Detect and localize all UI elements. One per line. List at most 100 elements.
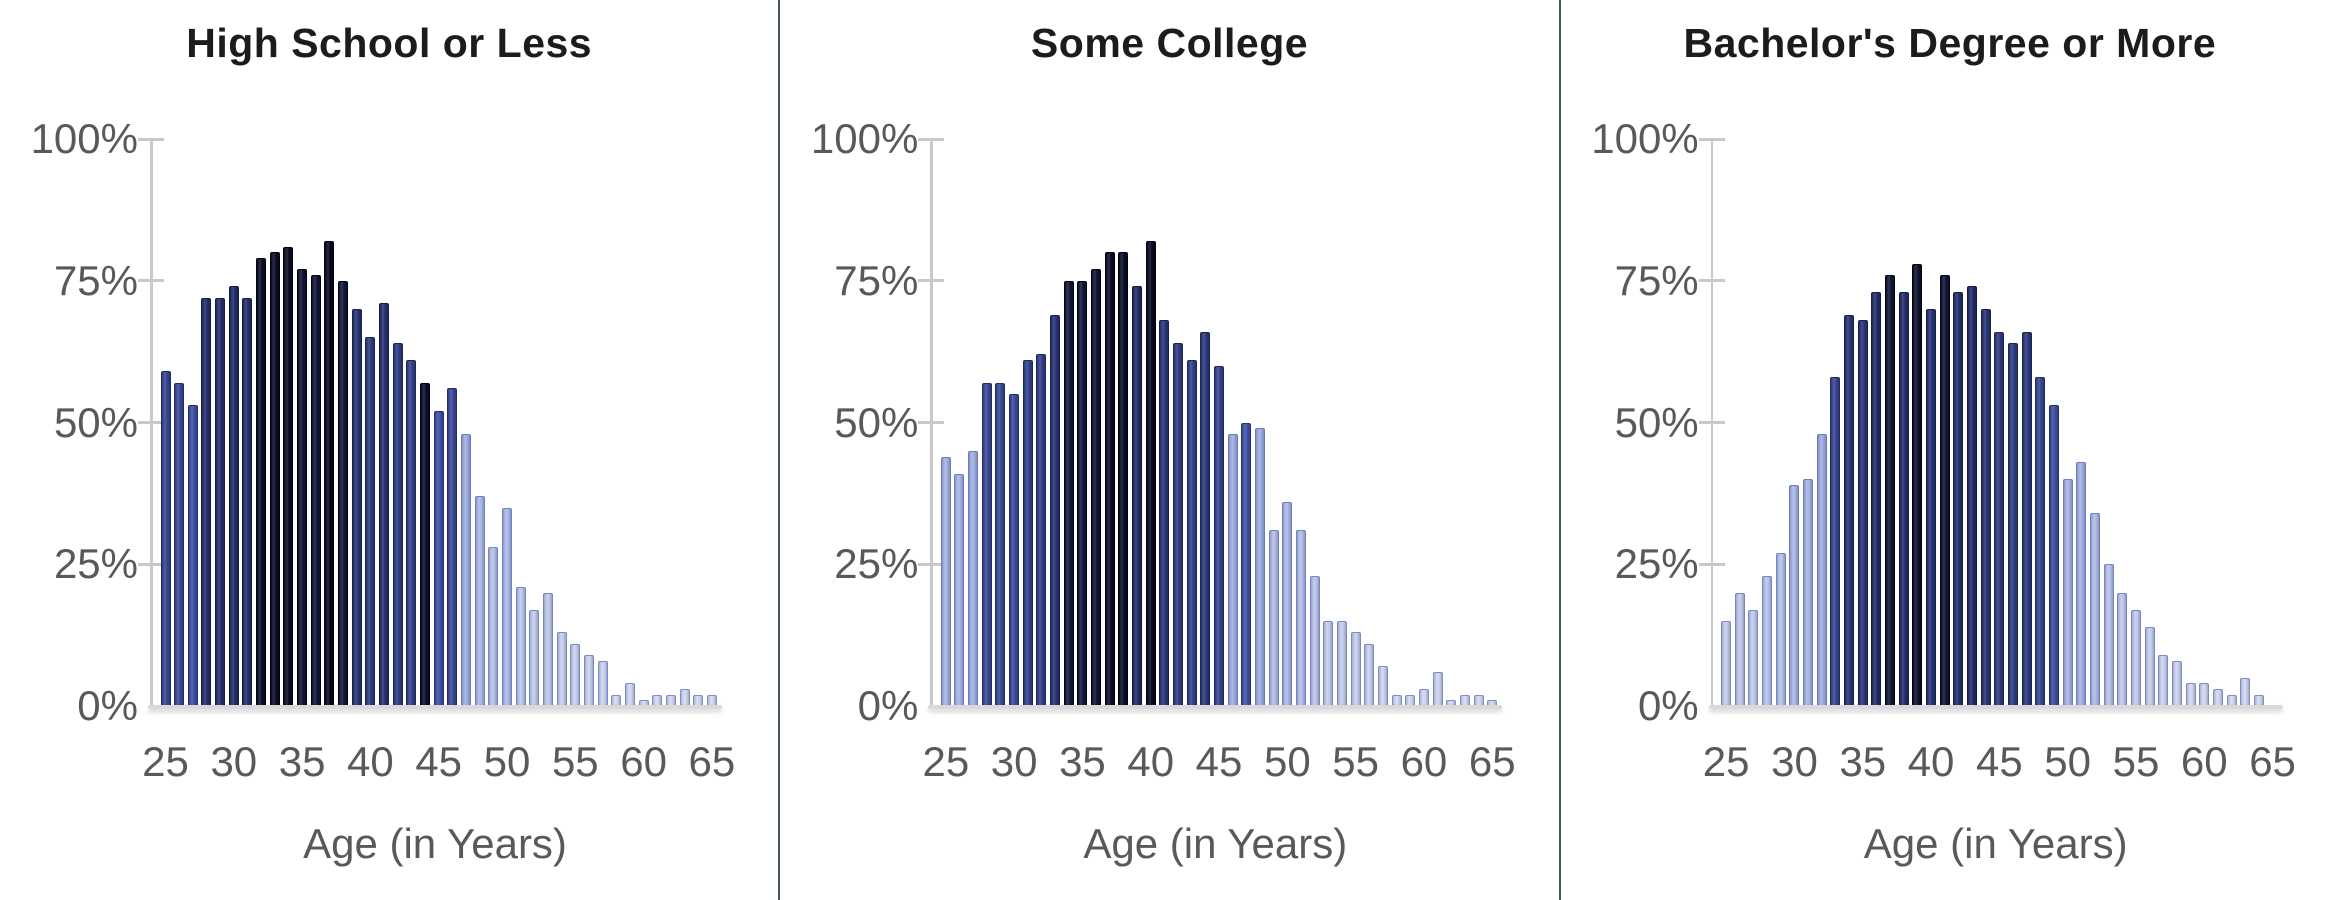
bar-age-34	[283, 246, 294, 706]
bar-age-35	[1077, 280, 1088, 706]
bar-age-26	[174, 382, 185, 706]
bar-age-27	[968, 450, 979, 706]
bar-age-27	[187, 405, 198, 706]
bar-age-54	[556, 632, 567, 706]
y-tick-label: 0%	[1637, 682, 1699, 729]
bar-age-36	[1871, 292, 1882, 706]
bar-age-30	[228, 286, 239, 706]
x-tick-label: 40	[1127, 738, 1175, 785]
bar-age-57	[1377, 666, 1388, 706]
bar-age-26	[954, 473, 965, 706]
x-tick-label: 50	[483, 738, 531, 785]
y-axis-tick-mark	[918, 279, 945, 283]
x-tick-label: 35	[278, 738, 326, 785]
x-tick-label: 45	[1195, 738, 1243, 785]
bar-age-32	[1816, 433, 1827, 706]
x-tick-label: 65	[2249, 738, 2296, 785]
bar-age-33	[1830, 377, 1841, 706]
bar-age-43	[1967, 286, 1978, 706]
chart-title: Some College	[1030, 20, 1309, 66]
bar-age-38	[338, 280, 349, 706]
bar-age-41	[379, 303, 390, 706]
x-tick-label: 50	[1263, 738, 1311, 785]
bar-age-30	[1789, 484, 1800, 706]
bar-age-44	[1200, 331, 1211, 706]
y-tick-label: 100%	[1591, 115, 1699, 162]
x-tick-label: 45	[1975, 738, 2023, 785]
bar-age-38	[1118, 252, 1129, 706]
bar-age-28	[201, 297, 212, 706]
y-axis-tick-mark	[138, 421, 164, 424]
bar-age-44	[420, 382, 431, 706]
chart-panel-some-college: Some College 100% 75% 50% 25% 0% 25 30 35 40 45 50 5…	[780, 0, 1559, 900]
bar-age-26	[1734, 592, 1745, 706]
bar-age-46	[447, 388, 458, 706]
bar-age-49	[1268, 530, 1279, 706]
y-axis-tick-mark	[138, 137, 164, 141]
bar-age-37	[1104, 252, 1115, 706]
bar-age-40	[365, 337, 376, 706]
x-tick-label: 55	[2112, 738, 2160, 785]
bar-age-29	[1775, 552, 1786, 706]
x-tick-label: 40	[347, 738, 394, 785]
x-axis-line	[928, 705, 1503, 709]
chart-title: High School or Less	[186, 20, 593, 66]
y-tick-label: 50%	[834, 398, 919, 446]
bar-age-61	[2212, 688, 2223, 706]
y-axis-tick-mark	[918, 137, 945, 141]
chart-title: Bachelor's Degree or More	[1683, 20, 2217, 66]
bar-age-47	[461, 433, 472, 706]
bar-age-37	[324, 241, 335, 706]
bar-age-29	[215, 297, 226, 706]
bar-age-27	[1748, 609, 1759, 706]
bar-age-29	[995, 382, 1006, 706]
bar-age-25	[940, 456, 951, 706]
bar-age-45	[1214, 365, 1225, 706]
x-tick-label: 25	[922, 738, 970, 785]
bar-age-56	[583, 654, 594, 706]
x-tick-label: 35	[1839, 738, 1887, 785]
y-tick-label: 100%	[30, 115, 138, 162]
y-tick-label: 25%	[834, 540, 919, 588]
bar-age-52	[529, 609, 540, 706]
bar-age-32	[256, 258, 267, 706]
bar-age-47	[1241, 422, 1252, 706]
x-tick-label: 50	[2044, 738, 2092, 785]
bar-age-49	[2048, 405, 2059, 706]
bar-age-40	[1145, 241, 1156, 706]
panel-separator	[778, 0, 781, 900]
x-axis-line	[148, 705, 722, 709]
bar-age-31	[242, 297, 253, 706]
y-axis-tick-mark	[1698, 279, 1725, 283]
bar-age-41	[1939, 275, 1950, 706]
bar-age-32	[1036, 354, 1047, 706]
bar-age-43	[406, 360, 417, 706]
bar-age-47	[2021, 331, 2032, 706]
bar-age-55	[570, 643, 581, 706]
bar-age-63	[2240, 677, 2251, 706]
x-tick-label: 55	[551, 738, 599, 785]
bar-age-56	[2144, 626, 2155, 706]
bar-age-31	[1803, 479, 1814, 706]
bar-age-50	[502, 507, 512, 706]
bar-age-58	[2171, 660, 2182, 706]
y-tick-label: 50%	[53, 398, 138, 446]
x-tick-label: 25	[1702, 738, 1750, 785]
bar-age-35	[297, 269, 308, 706]
y-tick-label: 100%	[810, 115, 919, 162]
bar-age-57	[597, 660, 608, 706]
bar-age-40	[1926, 309, 1937, 706]
y-axis-tick-mark	[138, 562, 164, 566]
bar-age-45	[1994, 331, 2005, 706]
bar-age-36	[310, 275, 321, 706]
bar-age-38	[1898, 292, 1909, 706]
bar-age-48	[1255, 428, 1265, 706]
bar-age-54	[1336, 620, 1347, 706]
bar-age-60	[2199, 683, 2210, 706]
bar-age-28	[1762, 575, 1773, 706]
y-tick-label: 75%	[1614, 256, 1699, 304]
bar-age-59	[2185, 683, 2196, 706]
bar-age-34	[1844, 314, 1855, 706]
bar-age-51	[2076, 462, 2087, 706]
x-axis-title: Age (in Years)	[1863, 820, 2128, 867]
